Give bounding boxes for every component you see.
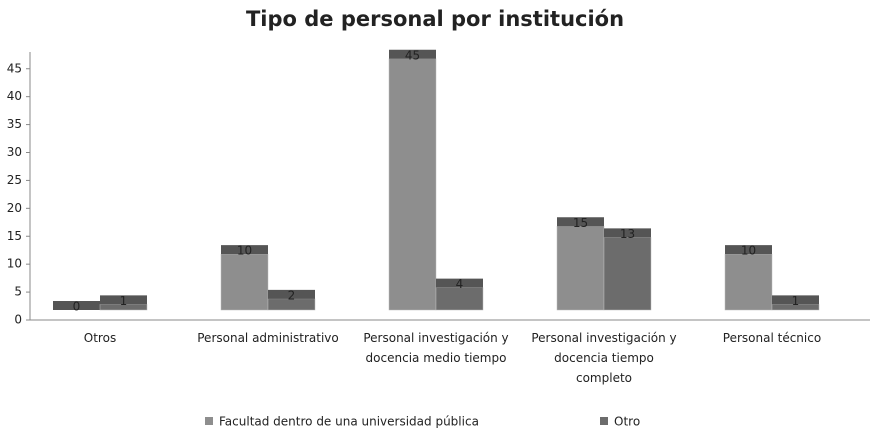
bar-top [53,301,100,310]
data-label: 1 [120,294,128,308]
legend-label: Otro [614,415,640,429]
bar-top [604,228,651,238]
bar-top [436,278,483,288]
data-label: 4 [456,277,464,291]
bar-top [389,49,436,59]
legend-swatch [205,417,213,425]
y-tick-label: 45 [7,61,22,75]
data-label: 10 [237,244,252,258]
y-tick-label: 0 [14,313,22,327]
data-label: 1 [792,294,800,308]
x-tick-label: Personal técnico [722,331,822,345]
data-label: 10 [741,244,756,258]
bar-top [725,245,772,255]
bar [603,237,652,311]
data-label: 0 [73,300,81,314]
bar-top [221,245,268,255]
data-label: 15 [573,216,588,230]
bar [388,58,437,311]
bar-top [557,217,604,227]
bar-top [772,295,819,305]
chart-title: Tipo de personal por institución [246,7,624,31]
y-tick-label: 30 [7,145,22,159]
bar-top [100,295,147,305]
x-tick-label: Personal administrativo [197,331,339,345]
y-tick-label: 40 [7,89,22,103]
y-tick-label: 5 [14,285,22,299]
legend-label: Facultad dentro de una universidad públi… [219,415,479,429]
data-label: 2 [288,288,296,302]
x-tick-label: Personal investigación y docencia medio … [363,331,509,365]
bar [220,253,269,311]
legend-swatch [600,417,608,425]
bar [724,253,773,311]
y-tick-label: 10 [7,257,22,271]
data-label: 13 [620,227,635,241]
y-tick-label: 20 [7,201,22,215]
y-tick-label: 35 [7,117,22,131]
bar-top [268,289,315,299]
bar [556,226,605,311]
y-tick-label: 15 [7,229,22,243]
y-tick-label: 25 [7,173,22,187]
x-tick-label: Otros [83,331,117,345]
data-label: 45 [405,48,420,62]
x-tick-label: Personal investigación y docencia tiempo… [531,331,677,385]
